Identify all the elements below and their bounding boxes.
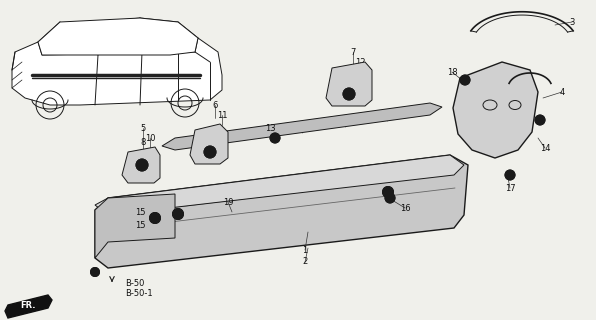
Circle shape <box>172 209 184 220</box>
Text: 7: 7 <box>350 47 356 57</box>
Circle shape <box>387 196 393 201</box>
Text: 3: 3 <box>569 18 575 27</box>
Polygon shape <box>38 18 198 55</box>
Text: 10: 10 <box>145 133 155 142</box>
Circle shape <box>175 211 181 217</box>
Text: 18: 18 <box>446 68 457 76</box>
Text: 4: 4 <box>560 87 564 97</box>
Text: 15: 15 <box>135 220 145 229</box>
Circle shape <box>93 270 97 274</box>
Circle shape <box>150 212 160 223</box>
Polygon shape <box>95 155 464 215</box>
Text: 11: 11 <box>217 110 227 119</box>
Text: 2: 2 <box>302 258 308 267</box>
Text: 15: 15 <box>135 207 145 217</box>
Text: 5: 5 <box>141 124 145 132</box>
Polygon shape <box>12 38 222 105</box>
Circle shape <box>206 148 213 156</box>
Text: B-50: B-50 <box>125 279 144 289</box>
Text: 13: 13 <box>265 124 275 132</box>
Circle shape <box>138 162 145 169</box>
Text: B-50-1: B-50-1 <box>125 289 153 298</box>
Circle shape <box>204 146 216 158</box>
Text: 1: 1 <box>302 245 308 254</box>
Circle shape <box>152 215 158 221</box>
Polygon shape <box>95 194 175 258</box>
Text: 16: 16 <box>400 204 410 212</box>
Circle shape <box>460 75 470 85</box>
Circle shape <box>91 268 100 276</box>
Circle shape <box>343 88 355 100</box>
Circle shape <box>346 91 352 98</box>
Text: 9: 9 <box>219 143 225 153</box>
Circle shape <box>462 77 467 83</box>
Circle shape <box>272 135 278 140</box>
Circle shape <box>385 193 395 203</box>
Circle shape <box>508 172 513 178</box>
Text: 8: 8 <box>140 138 145 147</box>
Polygon shape <box>122 147 160 183</box>
Polygon shape <box>326 62 372 106</box>
Text: 14: 14 <box>540 143 550 153</box>
Text: 19: 19 <box>223 197 233 206</box>
Text: 17: 17 <box>505 183 516 193</box>
Polygon shape <box>95 155 468 268</box>
Polygon shape <box>5 295 52 318</box>
Text: 6: 6 <box>212 100 218 109</box>
Polygon shape <box>162 103 442 150</box>
Text: FR.: FR. <box>20 301 36 310</box>
Polygon shape <box>453 62 538 158</box>
Polygon shape <box>190 124 228 164</box>
Circle shape <box>505 170 515 180</box>
Circle shape <box>136 159 148 171</box>
Text: 12: 12 <box>355 58 365 67</box>
Circle shape <box>385 189 391 195</box>
Circle shape <box>383 187 393 197</box>
Circle shape <box>270 133 280 143</box>
Circle shape <box>535 115 545 125</box>
Circle shape <box>538 117 542 123</box>
